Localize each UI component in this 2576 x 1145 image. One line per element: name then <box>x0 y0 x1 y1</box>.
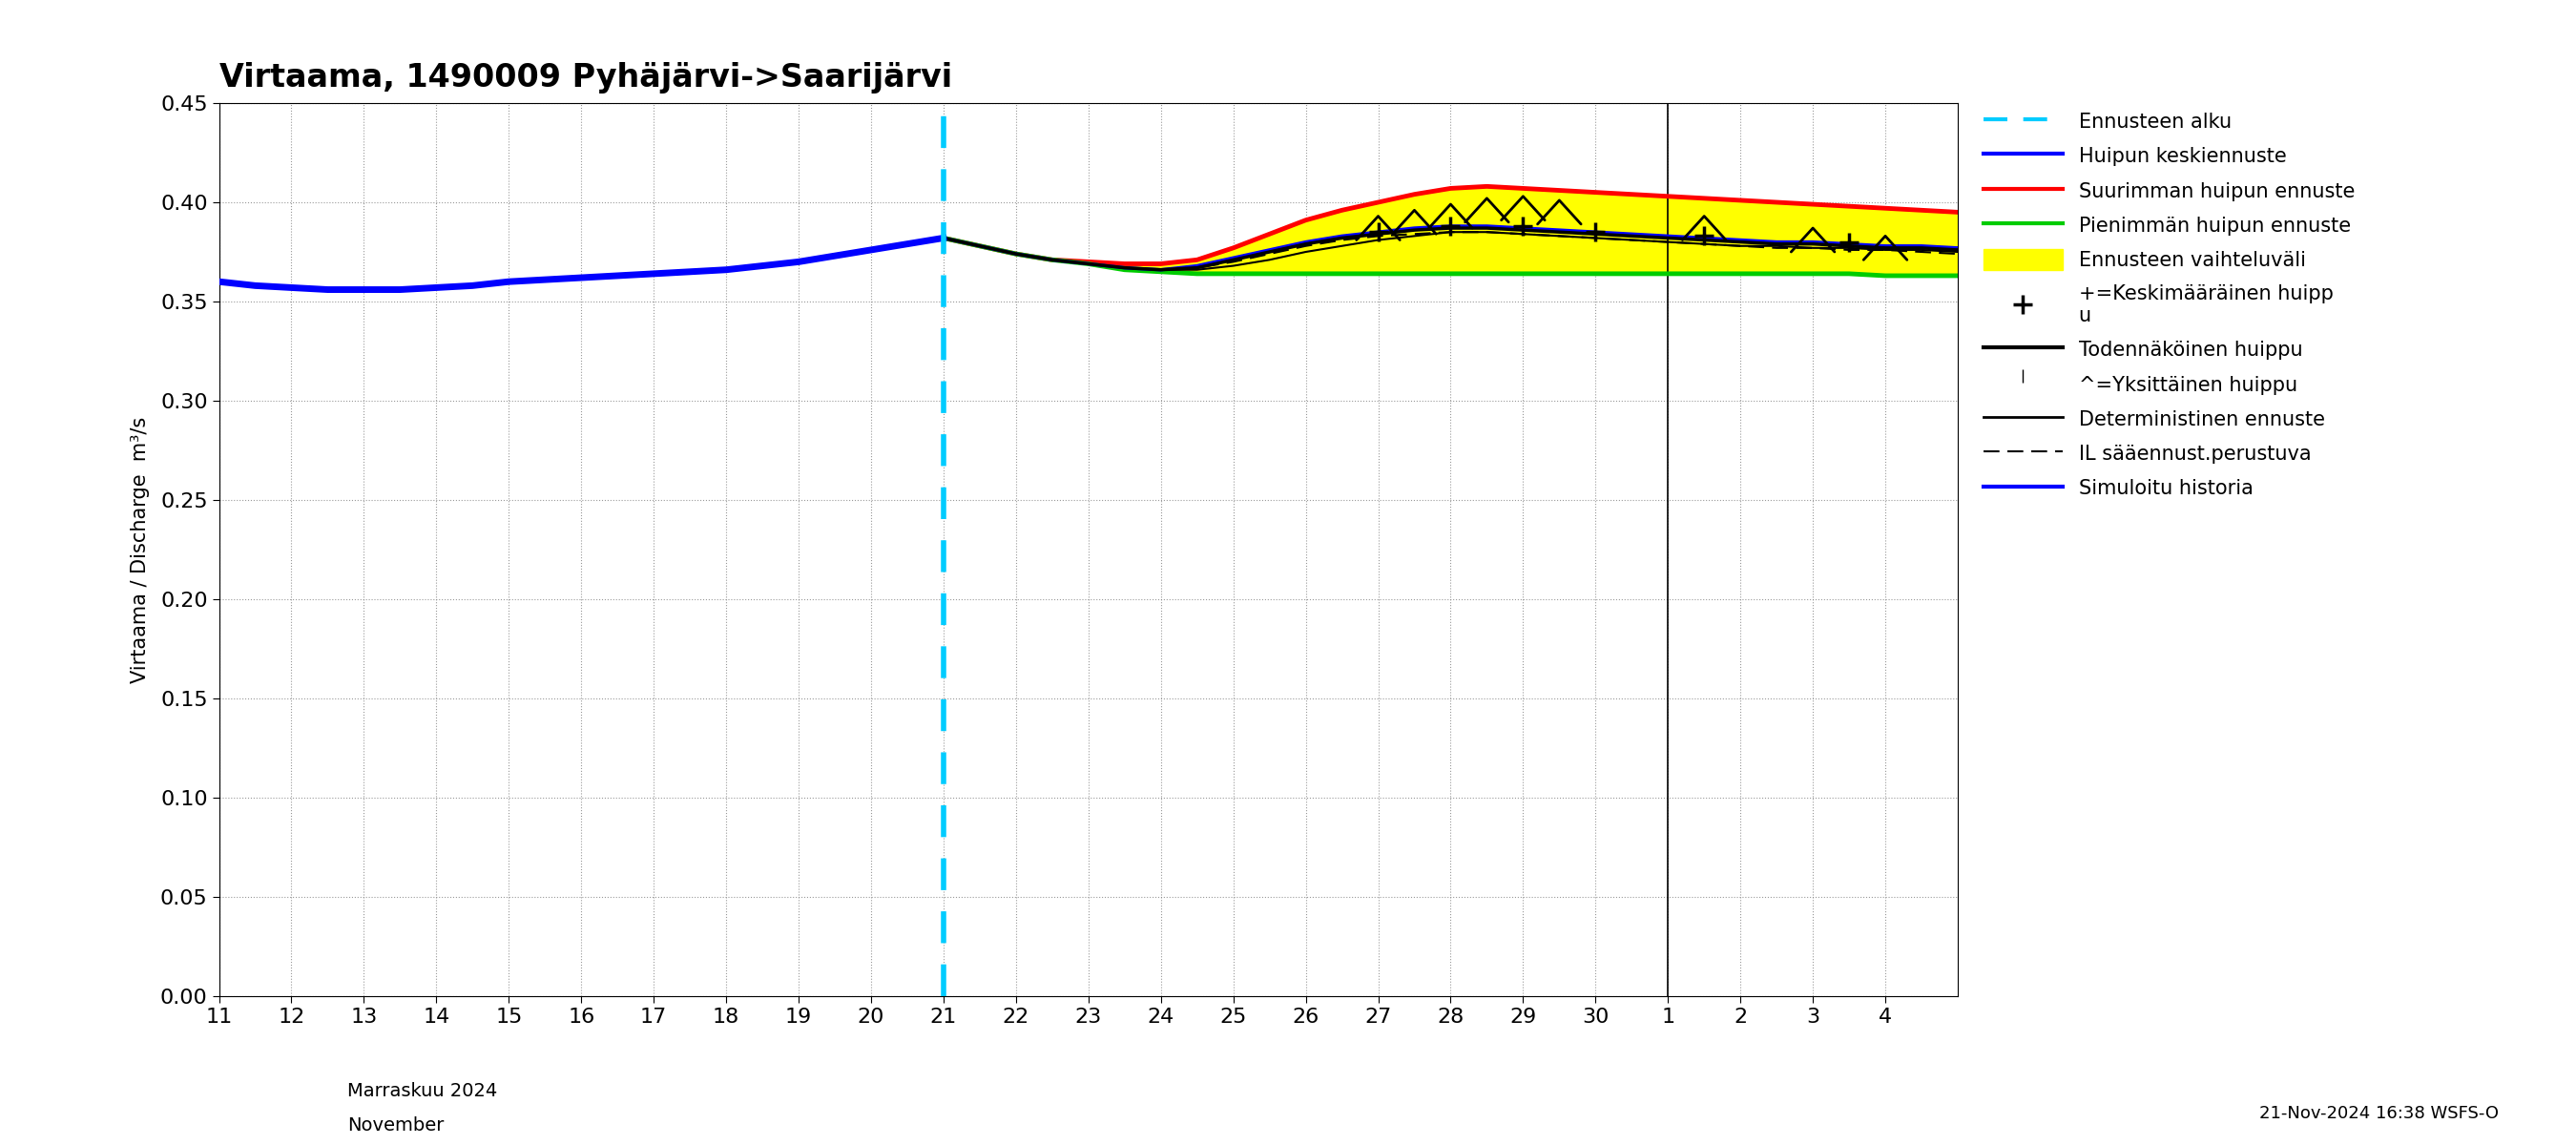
Text: November: November <box>348 1116 446 1135</box>
Text: Marraskuu 2024: Marraskuu 2024 <box>348 1082 497 1100</box>
Y-axis label: Virtaama / Discharge  m³/s: Virtaama / Discharge m³/s <box>131 417 149 682</box>
Legend: Ennusteen alku, Huipun keskiennuste, Suurimman huipun ennuste, Pienimmän huipun : Ennusteen alku, Huipun keskiennuste, Suu… <box>1976 103 2362 506</box>
Text: 21-Nov-2024 16:38 WSFS-O: 21-Nov-2024 16:38 WSFS-O <box>2259 1105 2499 1122</box>
Text: Virtaama, 1490009 Pyhäjärvi->Saarijärvi: Virtaama, 1490009 Pyhäjärvi->Saarijärvi <box>219 62 951 94</box>
